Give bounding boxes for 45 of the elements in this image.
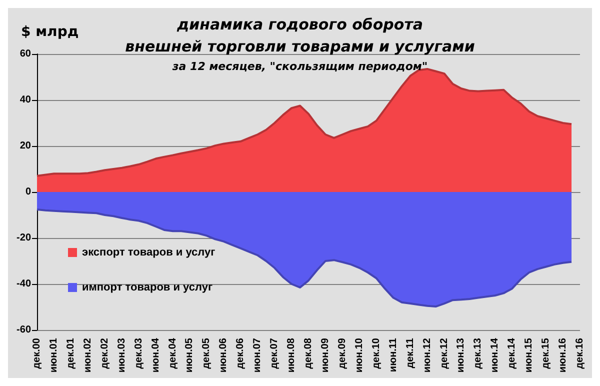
x-tick-label: дек.04	[167, 338, 178, 369]
x-tick-label: дек.14	[506, 338, 518, 369]
x-tick-label: июн.04	[150, 338, 162, 373]
chart-title: динамика годового оборота внешней торговли товарами и услугами	[125, 16, 476, 56]
legend-label: экспорт товаров и услуг	[82, 246, 216, 258]
x-tick-label: дек.01	[65, 338, 76, 369]
y-tick-label: -20	[16, 232, 32, 244]
x-tick-label: июн.01	[48, 338, 60, 373]
x-tick-label: июн.03	[116, 338, 128, 373]
x-tick-label: июн.16	[558, 338, 569, 373]
y-tick-label: 20	[20, 140, 32, 152]
x-tick-label: июн.11	[388, 338, 399, 372]
y-tick-label: -60	[16, 324, 32, 336]
y-tick-label: -40	[16, 278, 32, 290]
x-tick-label: июн.08	[286, 338, 298, 373]
x-tick-label: дек.05	[201, 338, 212, 369]
x-tick-label: дек.12	[438, 338, 450, 369]
x-tick-label: июн.05	[184, 338, 196, 373]
text: за 12 месяцев, "скользящим периодом"	[171, 60, 428, 73]
x-tick-label: дек.00	[32, 338, 42, 369]
x-tick-label: дек.16	[574, 338, 586, 369]
x-tick-label: дек.03	[133, 338, 144, 369]
x-tick-label: дек.06	[235, 338, 246, 369]
y-axis-title: $ млрд	[21, 24, 79, 40]
y-tick-label: 60	[20, 48, 32, 60]
x-tick-label: июн.06	[218, 338, 230, 373]
x-tick-label: июн.12	[422, 338, 433, 373]
x-tick-label: июн.09	[320, 338, 331, 373]
x-tick-label: дек.10	[370, 338, 382, 369]
x-tick-label: дек.11	[404, 338, 416, 368]
x-tick-label: дек.07	[269, 338, 280, 369]
x-tick-label: дек.13	[472, 338, 484, 369]
x-tick-label: дек.02	[99, 338, 110, 369]
legend-label: импорт товаров и услуг	[82, 282, 213, 294]
y-tick-label: 0	[25, 186, 32, 198]
x-tick-label: июн.02	[82, 338, 94, 373]
x-tick-label: июн.13	[456, 338, 467, 373]
x-tick-label: июн.14	[490, 338, 501, 373]
x-tick-label: июн.10	[354, 338, 365, 373]
y-tick-label: 40	[20, 94, 32, 106]
x-tick-label: июн.07	[252, 338, 264, 373]
x-tick-label: июн.15	[524, 338, 535, 373]
x-tick-label: дек.08	[303, 338, 314, 369]
x-tick-label: дек.09	[336, 338, 348, 369]
x-tick-label: дек.15	[540, 338, 552, 369]
